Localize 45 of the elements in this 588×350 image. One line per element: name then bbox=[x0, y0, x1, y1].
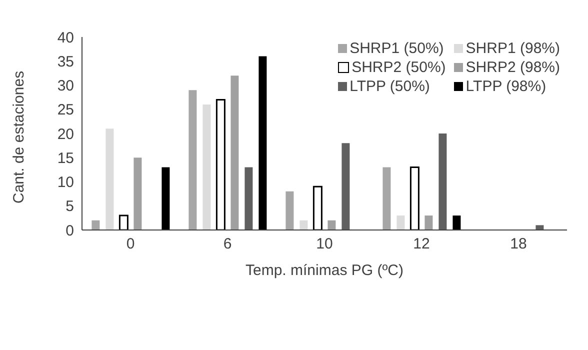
bar bbox=[244, 167, 253, 230]
x-tick-label: 10 bbox=[316, 236, 333, 253]
bar bbox=[92, 220, 100, 230]
y-tick-label: 35 bbox=[57, 53, 74, 70]
bar bbox=[382, 167, 391, 230]
x-axis-title: Temp. mínimas PG (ºC) bbox=[246, 262, 404, 279]
legend-label: SHRP1 (98%) bbox=[464, 40, 560, 57]
y-tick-label: 30 bbox=[57, 78, 74, 95]
bar bbox=[106, 128, 114, 230]
legend-label: SHRP1 (50%) bbox=[348, 40, 445, 57]
legend-label: SHRP2 (50%) bbox=[350, 59, 446, 76]
bar bbox=[396, 216, 405, 230]
y-tick-label: 0 bbox=[66, 222, 74, 240]
bar bbox=[424, 216, 433, 230]
x-tick-label: 0 bbox=[126, 236, 135, 253]
y-tick-label: 25 bbox=[57, 102, 74, 119]
bar bbox=[188, 90, 197, 230]
y-axis-title: Cant. de estaciones bbox=[10, 70, 28, 204]
bar bbox=[258, 56, 267, 230]
bar bbox=[328, 220, 336, 230]
bar bbox=[438, 134, 447, 230]
legend-label: SHRP2 (98%) bbox=[464, 59, 560, 76]
bar bbox=[452, 216, 461, 230]
bar bbox=[134, 158, 142, 230]
bar bbox=[342, 143, 350, 230]
x-tick-label: 12 bbox=[413, 236, 430, 253]
bar bbox=[216, 98, 226, 230]
y-tick-label: 20 bbox=[57, 126, 74, 143]
y-tick-label: 40 bbox=[57, 29, 74, 46]
legend-label: LTPP (50%) bbox=[348, 78, 431, 95]
y-tick-label: 10 bbox=[57, 174, 74, 192]
bar bbox=[162, 167, 170, 230]
bar bbox=[202, 104, 211, 230]
bar bbox=[536, 225, 544, 230]
legend-label: LTPP (98%) bbox=[464, 78, 548, 95]
y-tick-label: 5 bbox=[66, 198, 74, 216]
bar bbox=[410, 166, 420, 230]
bar bbox=[300, 220, 308, 230]
bar bbox=[312, 186, 322, 230]
bar bbox=[286, 191, 294, 230]
bar bbox=[118, 214, 128, 230]
y-tick-label: 15 bbox=[57, 150, 74, 167]
x-tick-label: 18 bbox=[510, 236, 527, 253]
bar bbox=[230, 76, 239, 230]
x-tick-label: 6 bbox=[223, 236, 232, 253]
